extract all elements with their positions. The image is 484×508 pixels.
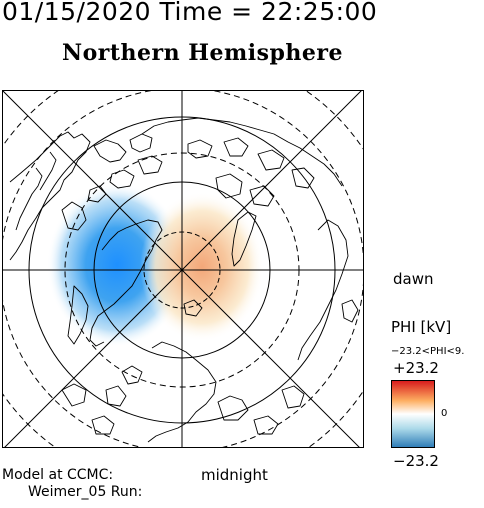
polar-map-svg xyxy=(2,90,364,448)
colorbar xyxy=(391,380,435,448)
colorbar-gradient xyxy=(391,380,435,448)
positive-potential-cell xyxy=(140,192,264,342)
model-label: Model at CCMC: xyxy=(2,467,114,483)
coastlines xyxy=(9,117,359,443)
midnight-label: midnight xyxy=(201,466,268,484)
colorbar-max-label: +23.2 xyxy=(393,359,439,377)
meridian-diagonal-a xyxy=(2,90,361,448)
colorbar-zero-label: 0 xyxy=(441,408,448,419)
polar-map xyxy=(2,90,364,448)
colorbar-min-label: −23.2 xyxy=(393,452,439,470)
run-label: Weimer_05 Run: xyxy=(28,484,143,500)
colorbar-svg xyxy=(391,380,435,448)
datetime-title: 01/15/2020 Time = 22:25:00 xyxy=(2,0,378,26)
colorbar-range-text: −23.2<PHI<9. xyxy=(391,346,465,357)
colorbar-title: PHI [kV] xyxy=(391,318,452,336)
dawn-label: dawn xyxy=(393,270,434,288)
map-frame xyxy=(2,90,364,448)
hemisphere-title: Northern Hemisphere xyxy=(61,40,344,66)
